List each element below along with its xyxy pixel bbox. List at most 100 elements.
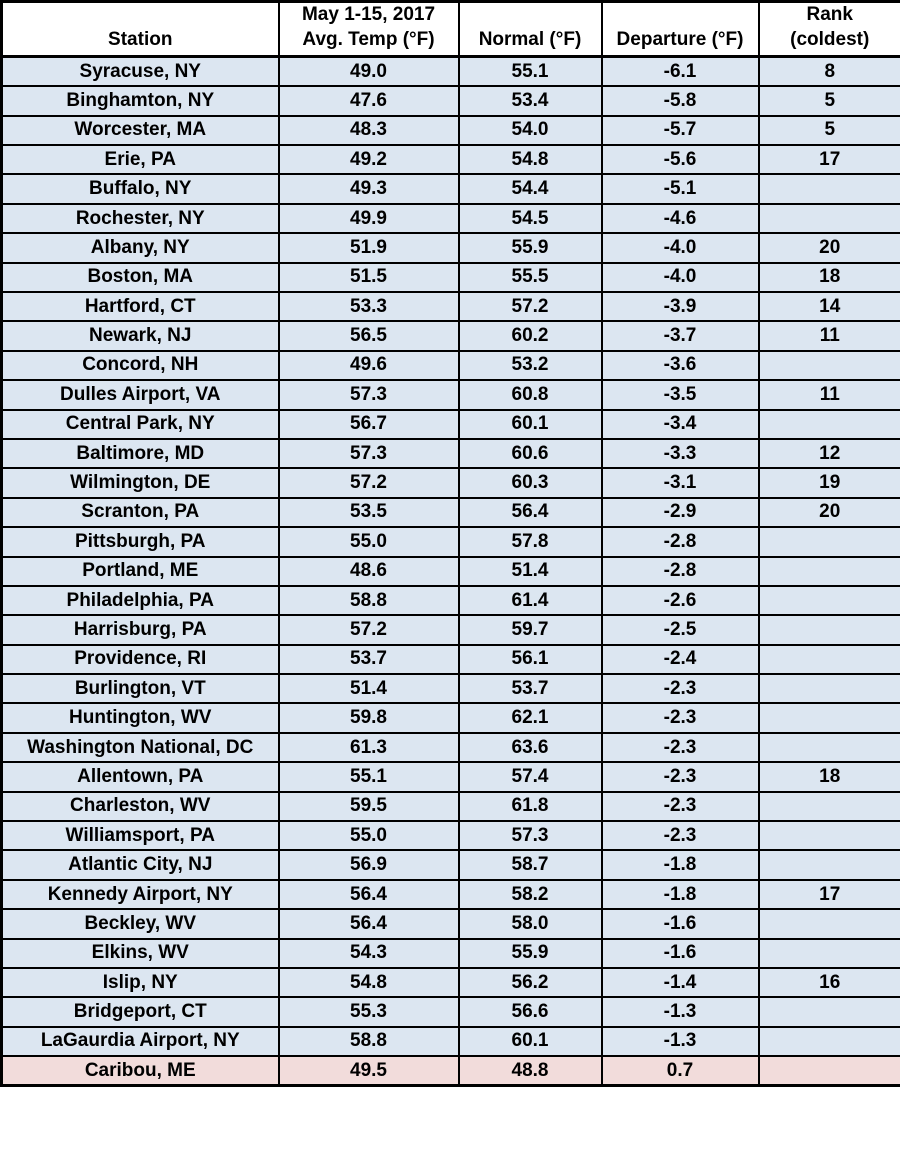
station-cell: Providence, RI: [0, 643, 280, 676]
normal-cell: 63.6: [457, 731, 603, 764]
departure-cell: -3.3: [600, 437, 760, 470]
departure-cell: -6.1: [600, 55, 760, 88]
avg-temp-cell: 53.7: [277, 643, 460, 676]
rank-cell: 18: [757, 261, 900, 294]
departure-cell: -1.6: [600, 908, 760, 940]
rank-cell: 5: [757, 85, 900, 117]
normal-cell: 60.1: [457, 408, 603, 440]
rank-cell: 18: [757, 761, 900, 793]
table-row: Wilmington, DE 57.2 60.3 -3.1 19: [0, 467, 900, 499]
avg-temp-cell: 47.6: [277, 85, 460, 117]
departure-cell: -3.5: [600, 379, 760, 411]
table-row: Boston, MA 51.5 55.5 -4.0 18: [0, 261, 900, 294]
station-cell: LaGaurdia Airport, NY: [0, 1025, 280, 1058]
departure-cell: -5.6: [600, 144, 760, 176]
avg-temp-cell: 48.6: [277, 555, 460, 587]
departure-cell: -4.0: [600, 232, 760, 264]
rank-cell: [757, 996, 900, 1028]
normal-cell: 62.1: [457, 702, 603, 734]
table-row: Kennedy Airport, NY 56.4 58.2 -1.8 17: [0, 878, 900, 911]
rank-cell: [757, 643, 900, 676]
table-row: Burlington, VT 51.4 53.7 -2.3: [0, 673, 900, 705]
avg-temp-cell: 55.3: [277, 996, 460, 1028]
avg-temp-cell: 49.0: [277, 55, 460, 88]
station-cell: Binghamton, NY: [0, 85, 280, 117]
station-cell: Caribou, ME: [0, 1055, 280, 1087]
rank-cell: [757, 731, 900, 764]
header-line2: (coldest): [790, 28, 870, 50]
rank-cell: 20: [757, 232, 900, 264]
station-cell: Philadelphia, PA: [0, 584, 280, 617]
rank-cell: [757, 937, 900, 969]
table-row: Portland, ME 48.6 51.4 -2.8: [0, 555, 900, 587]
avg-temp-cell: 49.3: [277, 173, 460, 205]
rank-cell: [757, 820, 900, 852]
normal-cell: 56.4: [457, 496, 603, 529]
normal-cell: 60.8: [457, 379, 603, 411]
rank-cell: 11: [757, 320, 900, 352]
table-row: Erie, PA 49.2 54.8 -5.6 17: [0, 144, 900, 176]
table-row: Beckley, WV 56.4 58.0 -1.6: [0, 908, 900, 940]
rank-cell: [757, 584, 900, 617]
avg-temp-cell: 49.9: [277, 202, 460, 235]
rank-cell: [757, 1055, 900, 1087]
header-line2: Avg. Temp (°F): [302, 28, 435, 50]
station-cell: Concord, NH: [0, 349, 280, 382]
table-row: Scranton, PA 53.5 56.4 -2.9 20: [0, 496, 900, 529]
normal-cell: 61.8: [457, 790, 603, 823]
rank-cell: [757, 555, 900, 587]
normal-cell: 56.2: [457, 966, 603, 999]
rank-cell: 17: [757, 878, 900, 911]
station-cell: Buffalo, NY: [0, 173, 280, 205]
rank-cell: 12: [757, 437, 900, 470]
departure-cell: -3.7: [600, 320, 760, 352]
avg-temp-cell: 48.3: [277, 114, 460, 147]
departure-cell: -1.6: [600, 937, 760, 969]
station-cell: Wilmington, DE: [0, 467, 280, 499]
avg-temp-cell: 56.7: [277, 408, 460, 440]
avg-temp-cell: 56.5: [277, 320, 460, 352]
avg-temp-cell: 57.3: [277, 437, 460, 470]
rank-cell: [757, 349, 900, 382]
departure-cell: -2.3: [600, 731, 760, 764]
avg-temp-cell: 53.3: [277, 290, 460, 323]
station-cell: Harrisburg, PA: [0, 614, 280, 646]
temperature-table: Station May 1-15, 2017 Avg. Temp (°F) No…: [0, 0, 900, 1088]
departure-cell: -3.1: [600, 467, 760, 499]
avg-temp-cell: 58.8: [277, 1025, 460, 1058]
departure-cell: -2.4: [600, 643, 760, 676]
departure-cell: -4.6: [600, 202, 760, 235]
normal-cell: 56.6: [457, 996, 603, 1028]
rank-cell: [757, 202, 900, 235]
station-cell: Syracuse, NY: [0, 55, 280, 88]
rank-cell: 19: [757, 467, 900, 499]
header-line1: May 1-15, 2017: [301, 4, 436, 25]
station-cell: Portland, ME: [0, 555, 280, 587]
table-row: Washington National, DC 61.3 63.6 -2.3: [0, 731, 900, 764]
avg-temp-cell: 56.4: [277, 878, 460, 911]
rank-cell: 5: [757, 114, 900, 147]
normal-cell: 54.4: [457, 173, 603, 205]
col-header-station: Station: [0, 0, 280, 59]
rank-cell: 20: [757, 496, 900, 529]
normal-cell: 57.3: [457, 820, 603, 852]
station-cell: Rochester, NY: [0, 202, 280, 235]
avg-temp-cell: 57.2: [277, 467, 460, 499]
avg-temp-cell: 54.3: [277, 937, 460, 969]
departure-cell: -4.0: [600, 261, 760, 294]
col-header-avg-temp: May 1-15, 2017 Avg. Temp (°F): [277, 0, 460, 59]
departure-cell: -1.8: [600, 849, 760, 881]
station-cell: Beckley, WV: [0, 908, 280, 940]
normal-cell: 54.5: [457, 202, 603, 235]
normal-cell: 58.7: [457, 849, 603, 881]
normal-cell: 55.1: [457, 55, 603, 88]
normal-cell: 57.4: [457, 761, 603, 793]
departure-cell: -1.3: [600, 1025, 760, 1058]
avg-temp-cell: 49.6: [277, 349, 460, 382]
normal-cell: 48.8: [457, 1055, 603, 1087]
departure-cell: -1.4: [600, 966, 760, 999]
col-header-rank: Rank (coldest): [757, 0, 900, 59]
header-line2: Station: [108, 28, 173, 50]
station-cell: Baltimore, MD: [0, 437, 280, 470]
station-cell: Scranton, PA: [0, 496, 280, 529]
